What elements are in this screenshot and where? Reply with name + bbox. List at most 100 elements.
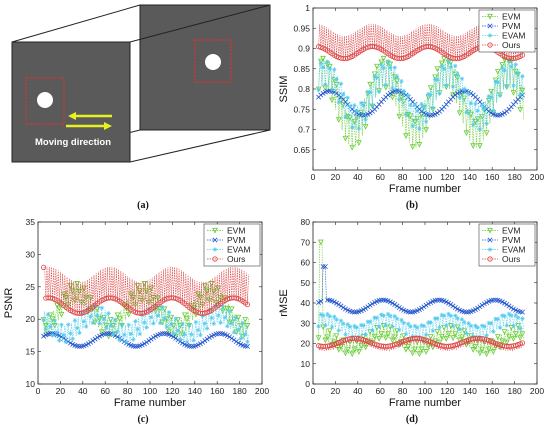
data-point xyxy=(506,333,512,340)
data-point xyxy=(92,336,98,342)
data-point xyxy=(519,340,526,346)
data-point xyxy=(390,324,395,329)
data-point xyxy=(334,77,339,82)
data-point xyxy=(150,335,156,341)
data-point xyxy=(487,42,493,48)
data-point xyxy=(40,317,47,323)
data-point xyxy=(206,335,212,341)
data-point xyxy=(453,63,458,69)
data-point xyxy=(388,313,393,319)
data-point xyxy=(332,314,337,319)
y-axis-label: SSIM xyxy=(278,76,290,103)
x-tick-label: 0 xyxy=(311,172,316,182)
data-point xyxy=(179,331,186,338)
y-tick-label: 30 xyxy=(301,318,311,328)
front-frame xyxy=(25,77,65,125)
data-point xyxy=(189,332,194,337)
data-point xyxy=(463,130,470,137)
data-point xyxy=(363,305,369,311)
data-point xyxy=(155,313,161,318)
x-axis-label: Frame number xyxy=(389,397,461,409)
data-point xyxy=(215,331,221,337)
data-point xyxy=(394,74,400,80)
data-point xyxy=(520,316,525,321)
front-dot xyxy=(37,92,53,108)
data-point xyxy=(202,338,208,344)
data-point xyxy=(124,339,129,345)
series-evam xyxy=(316,58,525,132)
y-tick-label: 10 xyxy=(301,359,311,369)
data-point xyxy=(517,106,524,113)
data-point xyxy=(457,55,463,61)
data-point xyxy=(479,302,485,308)
x-tick-label: 100 xyxy=(418,172,432,182)
data-point xyxy=(99,305,105,311)
data-point xyxy=(519,331,526,338)
data-point xyxy=(48,324,53,329)
data-point xyxy=(52,318,57,324)
data-point xyxy=(466,91,471,96)
x-tick-label: 20 xyxy=(56,386,66,396)
y-tick-label: 70 xyxy=(301,237,311,247)
data-point xyxy=(146,300,152,306)
data-point xyxy=(403,133,409,139)
data-point xyxy=(181,312,188,319)
data-point xyxy=(407,309,413,315)
data-point xyxy=(439,312,444,318)
data-point xyxy=(439,64,444,69)
data-point xyxy=(320,324,326,331)
data-point xyxy=(452,305,458,311)
panel-c-caption: (c) xyxy=(137,414,149,425)
legend-label: EVAM xyxy=(227,245,250,255)
data-point xyxy=(347,324,353,329)
legend-item: EVAM xyxy=(482,245,525,255)
y-tick-label: 50 xyxy=(301,278,311,288)
data-point xyxy=(170,295,177,301)
data-point xyxy=(98,329,105,336)
data-point xyxy=(515,70,521,76)
data-point xyxy=(233,339,239,345)
psnr-chart: 0 20 40 60 80 100 120 140 160 180 200 10 15 20 25 30 35 F… xyxy=(3,217,269,409)
legend-label: Ours xyxy=(227,254,245,264)
data-point xyxy=(437,91,442,96)
data-point xyxy=(56,305,63,312)
data-point xyxy=(367,90,373,95)
data-point xyxy=(517,335,524,342)
y-tick-label: 20 xyxy=(26,314,36,324)
data-point xyxy=(372,315,377,320)
data-point xyxy=(477,143,483,149)
data-point xyxy=(441,66,447,72)
data-point xyxy=(58,311,65,318)
data-point xyxy=(50,333,55,338)
data-point xyxy=(139,312,145,318)
data-point xyxy=(378,331,385,337)
data-point xyxy=(320,313,326,318)
y-tick-label: 0 xyxy=(305,379,310,389)
legend-item: EVAM xyxy=(482,31,525,41)
data-point xyxy=(341,92,346,97)
y-tick-label: 15 xyxy=(26,347,36,357)
x-tick-label: 180 xyxy=(233,386,247,396)
data-point xyxy=(343,332,348,337)
data-point xyxy=(372,44,378,50)
data-point xyxy=(410,123,415,129)
data-point xyxy=(318,312,324,317)
data-point xyxy=(401,338,407,344)
data-point xyxy=(468,101,474,106)
data-point xyxy=(212,247,218,252)
data-point xyxy=(406,321,411,327)
data-point xyxy=(132,302,139,308)
data-point xyxy=(316,324,321,329)
data-point xyxy=(434,297,440,303)
data-point xyxy=(327,314,332,319)
data-point xyxy=(67,340,73,346)
data-point xyxy=(479,346,485,353)
data-point xyxy=(450,303,456,309)
data-point xyxy=(412,323,418,329)
data-point xyxy=(362,124,369,130)
data-point xyxy=(72,297,78,304)
data-point xyxy=(419,101,424,107)
data-point xyxy=(450,84,456,89)
data-point xyxy=(492,77,499,84)
data-point xyxy=(195,291,202,298)
